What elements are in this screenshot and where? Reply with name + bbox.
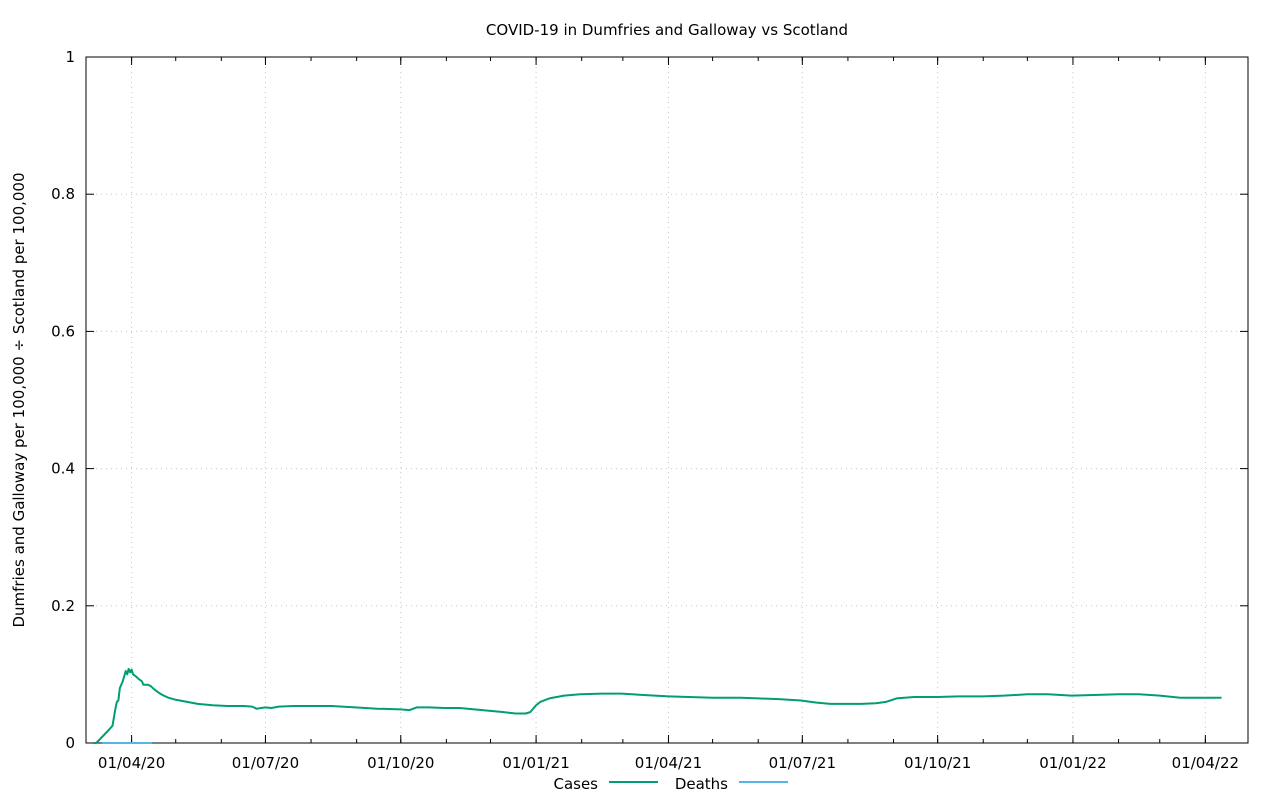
x-tick-label: 01/10/21 (904, 754, 971, 772)
y-tick-label: 0 (65, 734, 75, 752)
y-axis-label: Dumfries and Galloway per 100,000 ÷ Scot… (10, 172, 28, 627)
chart-legend: Cases Deaths (553, 775, 788, 793)
x-tick-label: 01/04/22 (1172, 754, 1239, 772)
x-tick-label: 01/07/20 (232, 754, 299, 772)
legend-label-deaths: Deaths (675, 775, 728, 793)
x-tick-label: 01/10/20 (367, 754, 434, 772)
chart-title: COVID-19 in Dumfries and Galloway vs Sco… (486, 21, 848, 39)
x-tick-label: 01/04/20 (98, 754, 165, 772)
y-tick-label: 0.2 (51, 597, 75, 615)
y-tick-label: 0.4 (51, 460, 75, 478)
data-series (93, 667, 1222, 744)
x-tick-label: 01/01/21 (502, 754, 569, 772)
x-tick-label: 01/07/21 (769, 754, 836, 772)
y-tick-label: 0.6 (51, 322, 75, 340)
y-tick-label: 0.8 (51, 185, 75, 203)
y-tick-label: 1 (65, 48, 75, 66)
grid-lines (86, 57, 1248, 743)
x-tick-label: 01/04/21 (635, 754, 702, 772)
series-line-cases (93, 667, 1222, 744)
axis-tick-labels: 0 0.2 0.4 0.6 0.8 1 01/04/20 01/07/20 01/10/20 01… (51, 48, 1239, 772)
x-tick-label: 01/01/22 (1039, 754, 1106, 772)
plot-area-border (85, 56, 1249, 744)
legend-label-cases: Cases (553, 775, 598, 793)
